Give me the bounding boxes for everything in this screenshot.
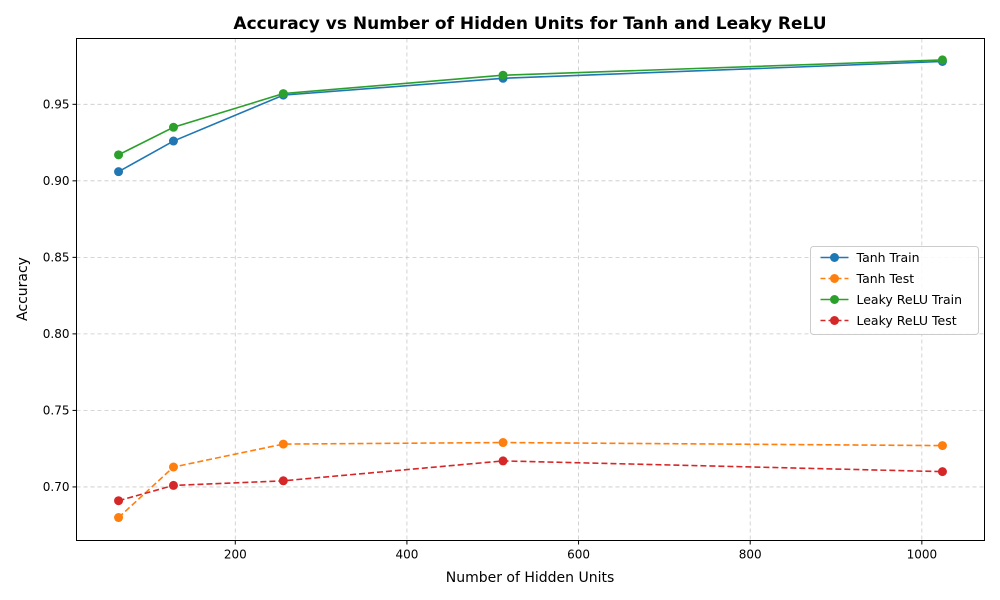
- leaky-relu-train-point: [937, 55, 947, 65]
- series-layer: [114, 55, 947, 523]
- y-tick-label: 0.75: [43, 403, 70, 417]
- leaky-relu-test-point: [937, 467, 947, 477]
- x-axis-label: Number of Hidden Units: [446, 570, 615, 586]
- tanh-test-point: [937, 441, 947, 451]
- legend: Tanh Train Tanh Test Leaky ReLU Train Leaky…: [810, 246, 979, 335]
- plot-frame: [76, 38, 985, 541]
- y-tick-label: 0.70: [43, 480, 70, 494]
- leaky-relu-train-point: [498, 70, 508, 80]
- legend-item-tanh-train: Tanh Train: [820, 250, 920, 265]
- legend-item-leaky-relu-test: Leaky ReLU Test: [820, 313, 957, 328]
- leaky-relu-train-line: [118, 59, 943, 156]
- tanh-test-line: [118, 441, 943, 519]
- x-tick-label: 600: [567, 548, 590, 562]
- tanh-train-point: [168, 136, 178, 146]
- leaky-relu-test-point: [168, 480, 178, 490]
- y-tick-label: 0.90: [43, 174, 70, 188]
- x-axis: 200 400 600 800 1000: [224, 540, 938, 562]
- x-tick-label: 400: [395, 548, 418, 562]
- y-tick-label: 0.95: [43, 97, 70, 111]
- leaky-relu-test-point: [278, 476, 288, 486]
- leaky-relu-train-point: [114, 150, 124, 160]
- leaky-relu-train-point: [278, 89, 288, 99]
- series-leaky-relu-train: [114, 55, 947, 160]
- legend-marker-tanh-train: [830, 253, 839, 262]
- series-tanh-test: [114, 438, 947, 523]
- x-tick-label: 1000: [907, 548, 938, 562]
- legend-label-tanh-train: Tanh Train: [856, 250, 920, 265]
- legend-label-leaky-relu-test: Leaky ReLU Test: [857, 313, 957, 328]
- tanh-test-point: [278, 439, 288, 449]
- tanh-test-point: [498, 438, 508, 448]
- leaky-relu-train-point: [168, 122, 178, 132]
- legend-label-tanh-test: Tanh Test: [856, 271, 915, 286]
- tanh-test-point: [168, 462, 178, 472]
- legend-item-leaky-relu-train: Leaky ReLU Train: [820, 292, 963, 307]
- y-tick-label: 0.80: [43, 327, 70, 341]
- y-tick-label: 0.85: [43, 250, 70, 264]
- legend-item-tanh-test: Tanh Test: [820, 271, 915, 286]
- y-axis-label: Accuracy: [15, 257, 31, 321]
- leaky-relu-test-point: [498, 456, 508, 466]
- legend-box: [810, 246, 979, 335]
- tanh-test-point: [114, 513, 124, 523]
- x-tick-label: 800: [739, 548, 762, 562]
- tanh-train-line: [118, 60, 943, 173]
- legend-marker-tanh-test: [830, 274, 839, 283]
- legend-marker-leaky-relu-train: [830, 295, 839, 304]
- series-leaky-relu-test: [114, 456, 947, 506]
- legend-label-leaky-relu-train: Leaky ReLU Train: [857, 292, 963, 307]
- legend-marker-leaky-relu-test: [830, 316, 839, 325]
- x-tick-label: 200: [224, 548, 247, 562]
- tanh-train-point: [114, 167, 124, 177]
- leaky-relu-test-line: [118, 460, 943, 502]
- chart-title: Accuracy vs Number of Hidden Units for T…: [233, 14, 826, 34]
- y-axis: 0.70 0.75 0.80 0.85 0.90 0.95: [43, 97, 77, 494]
- leaky-relu-test-point: [114, 496, 124, 506]
